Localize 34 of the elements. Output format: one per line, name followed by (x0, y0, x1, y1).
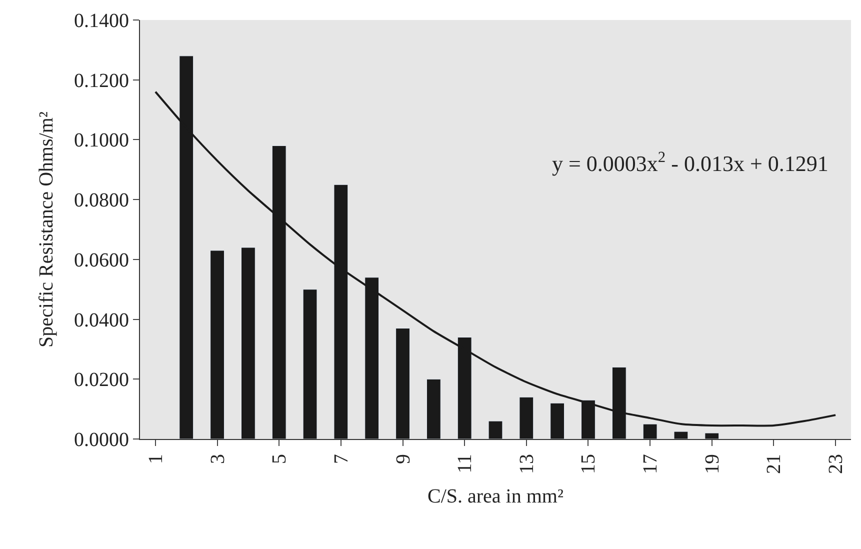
bar (302, 289, 318, 439)
x-tick-label: 13 (516, 454, 538, 474)
y-tick-label: 0.0600 (74, 249, 129, 272)
y-tick-label: 0.1000 (74, 130, 129, 152)
bar (488, 420, 503, 439)
y-axis-title: Specific Resistance Ohms/m² (36, 112, 58, 348)
y-tick-label: 0.0000 (74, 429, 129, 451)
x-tick-label: 7 (330, 454, 352, 464)
bar (519, 396, 534, 439)
bar (396, 328, 410, 439)
annotation: y = 0.0003x$^{2}$ - 0.013x + 0.1291 (552, 149, 828, 176)
x-tick-label: 1 (144, 454, 167, 464)
y-tick-label: 0.0200 (74, 369, 129, 392)
x-tick-label: 21 (763, 454, 786, 474)
y-tick-label: 0.0800 (74, 190, 129, 212)
bar (704, 432, 720, 439)
x-tick-label: 3 (206, 454, 229, 464)
y-tick-label: 0.0400 (74, 309, 129, 332)
bar (642, 424, 658, 439)
x-axis-title: C/S. area in mm² (428, 486, 564, 508)
x-tick-label: 19 (701, 454, 724, 474)
bar (240, 247, 256, 439)
bar (550, 402, 565, 439)
y-tick-label: 0.1400 (74, 10, 129, 32)
x-tick-label: 17 (640, 454, 662, 474)
bar (426, 378, 441, 439)
bar (674, 431, 688, 439)
x-tick-label: 15 (578, 454, 600, 474)
x-tick-label: 11 (454, 454, 476, 474)
y-tick-label: 0.1200 (74, 70, 129, 92)
x-tick-label: 9 (392, 454, 414, 464)
x-tick-label: 5 (268, 454, 291, 464)
x-tick-label: 23 (825, 454, 848, 474)
bar (210, 250, 224, 439)
